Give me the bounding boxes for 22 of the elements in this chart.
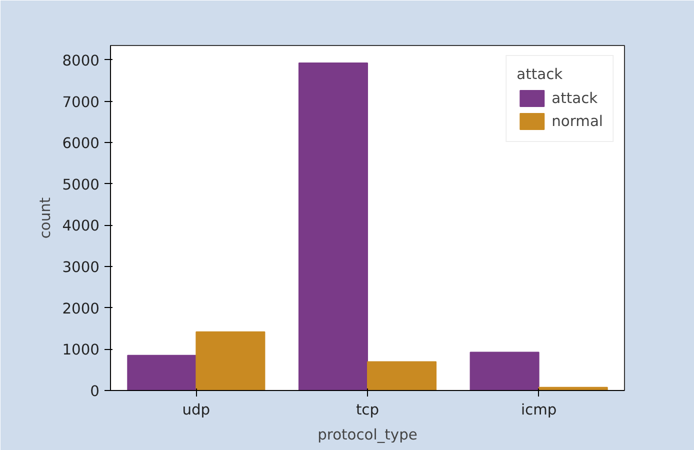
y-tick-label: 6000 (62, 135, 100, 152)
legend-label: attack (552, 90, 598, 106)
bar (298, 62, 368, 390)
y-tick-label: 4000 (62, 218, 100, 235)
bar (367, 361, 437, 390)
y-tick-label: 2000 (62, 300, 100, 318)
y-tick-label: 8000 (62, 52, 100, 70)
y-tick-label: 7000 (62, 94, 100, 111)
y-tick-label: 0 (90, 383, 100, 400)
x-axis-title: protocol_type (318, 426, 418, 444)
x-tick-label: icmp (520, 402, 557, 418)
legend-title: attack (516, 66, 564, 83)
bar (127, 354, 197, 390)
bar (470, 352, 540, 390)
bar (196, 331, 266, 390)
legend-label: normal (552, 112, 603, 130)
x-tick-label: udp (182, 402, 210, 418)
x-tick-label: tcp (356, 402, 380, 418)
y-tick-label: 1000 (62, 342, 100, 359)
y-axis-title: count (37, 197, 54, 239)
y-tick-label: 3000 (62, 259, 100, 276)
y-tick-label: 5000 (62, 176, 100, 194)
